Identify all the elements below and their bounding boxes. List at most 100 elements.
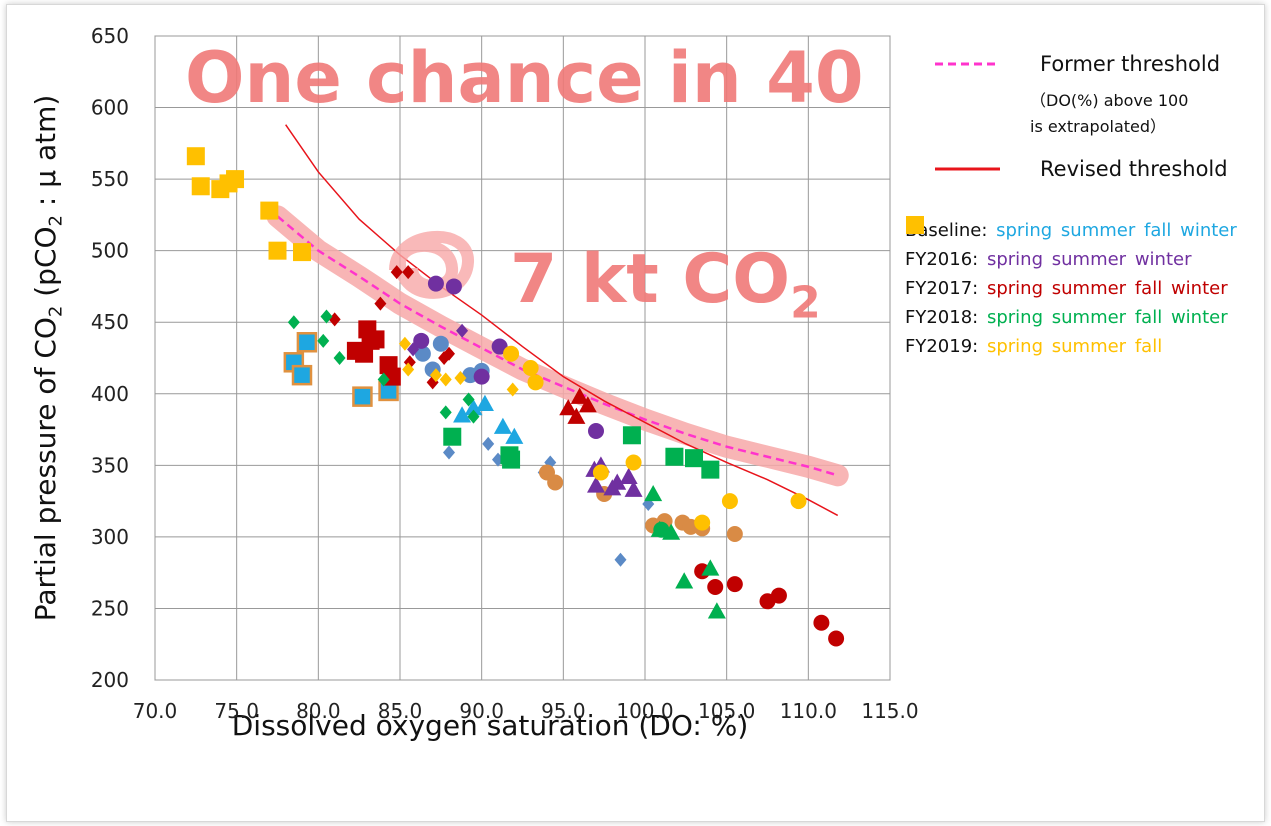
point [226, 170, 245, 189]
point [813, 614, 830, 631]
y-tick-label: 350 [91, 453, 129, 477]
point [413, 332, 430, 349]
legend-group: Baseline: spring summer fall winter [905, 216, 1265, 245]
label-part: One chance in 40 [185, 37, 864, 119]
legend-group: FY2016: spring summer winter [905, 216, 1265, 274]
label-part: : μ atm) [29, 95, 62, 215]
legend-entry: winter [1170, 307, 1228, 328]
label-part: Partial pressure of CO [29, 317, 62, 621]
point [443, 346, 455, 361]
point [296, 332, 318, 353]
legend-group-label: FY2016: [905, 249, 979, 270]
point [547, 474, 564, 491]
point [464, 399, 483, 416]
label-part: 7 kt CO [510, 240, 790, 319]
y-tick-label: 450 [91, 310, 129, 334]
point [770, 587, 787, 604]
annotation: One chance in 40 [185, 37, 864, 119]
point [622, 426, 641, 445]
x-tick-label: 85.0 [378, 699, 423, 723]
subscript: 2 [45, 306, 66, 317]
legend-group-label: Baseline: [905, 220, 988, 241]
point [473, 368, 490, 385]
legend-entry: summer [1051, 278, 1127, 299]
point [414, 345, 431, 362]
x-tick-label: 70.0 [133, 699, 178, 723]
legend-group: FY2018: spring summer fall winter [905, 216, 1265, 332]
x-tick-label: 75.0 [214, 699, 259, 723]
legend-entry: fall [1134, 307, 1163, 328]
legend-entry: spring [986, 278, 1044, 299]
point [665, 447, 684, 466]
point [707, 602, 726, 619]
x-axis-label: Dissolved oxygen saturation (DO: %) [232, 709, 749, 742]
point [361, 331, 380, 350]
x-tick-label: 115.0 [861, 699, 918, 723]
legend-label: Former threshold [1040, 52, 1220, 76]
point [587, 476, 605, 493]
point [721, 493, 738, 510]
legend-note: is extrapolated） [1030, 117, 1166, 136]
x-tick-label: 95.0 [541, 699, 586, 723]
point [567, 407, 586, 424]
annotation: 7 kt CO2 [510, 240, 821, 328]
point [503, 345, 520, 362]
point [432, 335, 449, 352]
point [352, 386, 373, 407]
point [619, 467, 638, 484]
point [685, 449, 703, 468]
point [701, 559, 720, 576]
point [662, 523, 681, 540]
point [374, 296, 387, 311]
point [644, 484, 663, 502]
point [701, 460, 720, 479]
point [614, 552, 627, 567]
point [390, 265, 403, 280]
x-tick-label: 110.0 [780, 699, 837, 723]
point [559, 399, 578, 416]
legend-entry: spring [986, 336, 1044, 357]
point [293, 243, 311, 262]
point [588, 422, 604, 439]
point [624, 480, 643, 497]
y-tick-label: 400 [91, 382, 129, 406]
point [506, 382, 519, 397]
point [407, 342, 420, 357]
legend-entry: spring [996, 220, 1053, 241]
point [427, 275, 444, 292]
point [402, 265, 415, 280]
x-tick-label: 105.0 [698, 699, 755, 723]
point [333, 351, 346, 365]
point [291, 364, 313, 386]
point [453, 406, 472, 423]
point [443, 427, 462, 446]
point [694, 514, 711, 531]
y-tick-label: 250 [91, 596, 129, 620]
point [191, 177, 210, 196]
point [570, 387, 589, 404]
point [439, 405, 452, 420]
subscript: 2 [790, 277, 821, 328]
point [443, 445, 455, 460]
legend-groups: Baseline: spring summer fall winter FY201… [905, 216, 1265, 361]
point [491, 338, 508, 355]
point [482, 436, 495, 451]
point [439, 372, 452, 387]
point [467, 409, 480, 424]
point [402, 362, 415, 377]
point [578, 396, 597, 413]
y-tick-label: 600 [91, 96, 129, 120]
point [522, 360, 539, 377]
legend-group-label: FY2018: [905, 307, 979, 328]
y-axis-label-text: Partial pressure of CO2 (pCO2 : μ atm) [29, 95, 66, 622]
point [675, 572, 694, 589]
legend-entry: spring [986, 307, 1044, 328]
y-tick-label: 500 [91, 239, 129, 263]
legend-group: FY2017: spring summer fall winter [905, 216, 1265, 303]
point [828, 630, 845, 647]
point [287, 315, 300, 330]
legend-entry: summer [1051, 249, 1127, 270]
legend-group-label: FY2017: [905, 278, 979, 299]
point [429, 368, 442, 383]
